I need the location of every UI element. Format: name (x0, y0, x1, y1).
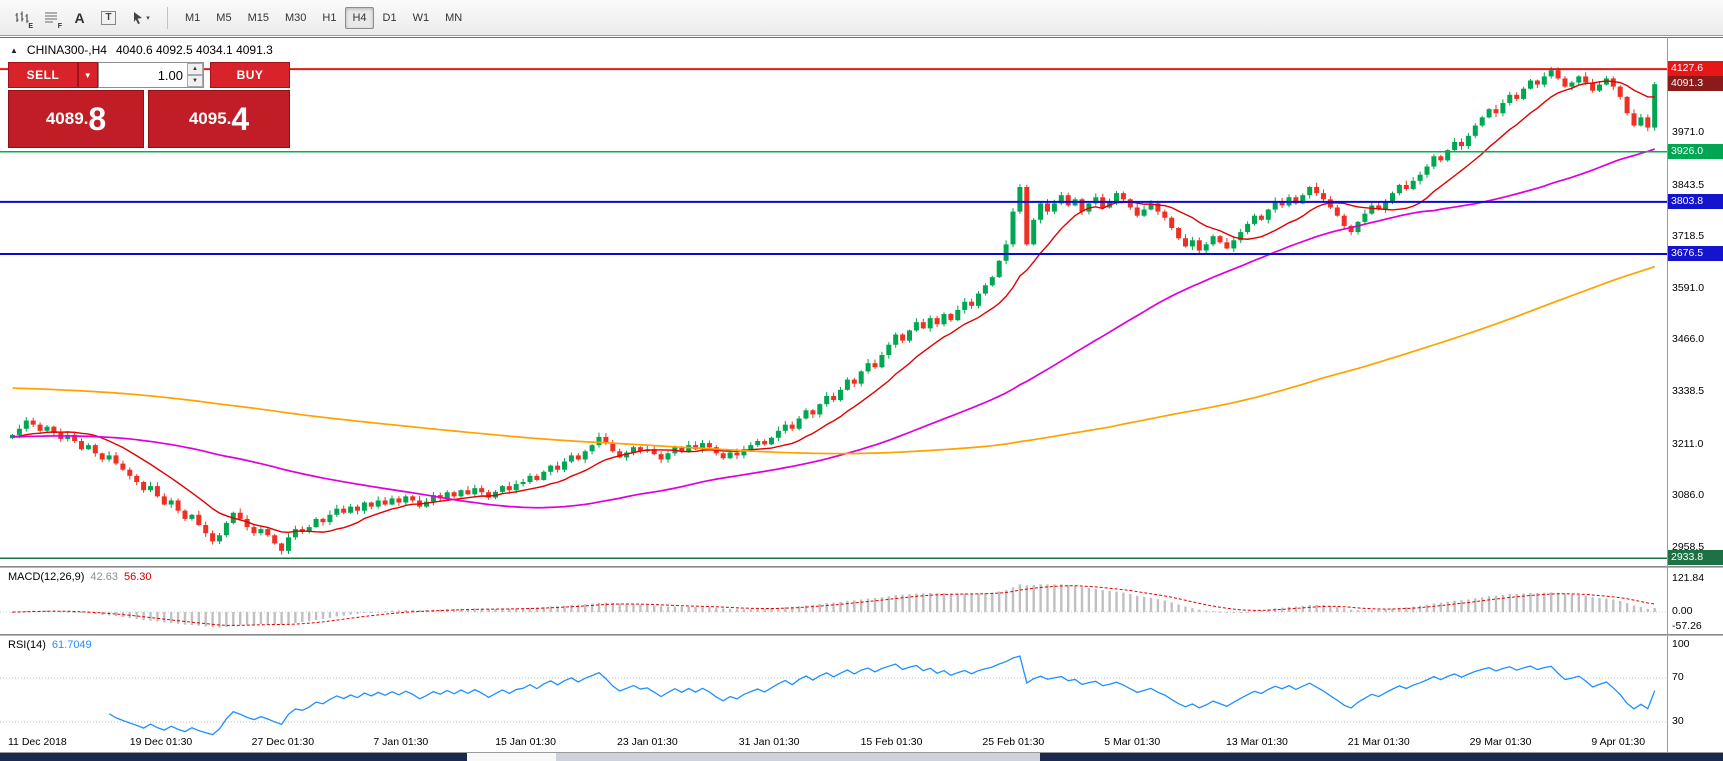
cursor-tool-button[interactable]: ▾ (124, 5, 158, 31)
grid-icon (44, 11, 57, 23)
macd-tick-label: -57.26 (1672, 620, 1702, 633)
date-axis-border (0, 752, 1723, 753)
background-window-fragment (0, 753, 467, 761)
volume-field: ▲ ▼ (98, 62, 204, 88)
date-label: 9 Apr 01:30 (1591, 736, 1646, 748)
date-label: 21 Mar 01:30 (1347, 736, 1410, 748)
background-window-fragment (467, 753, 556, 761)
price-badge: 3926.0 (1668, 143, 1723, 159)
buy-button[interactable]: BUY (210, 62, 290, 88)
ask-price-big-digit: 4 (231, 101, 250, 137)
background-window-fragment (1040, 753, 1723, 761)
macd-tick-label: 0.00 (1672, 605, 1693, 617)
price-tick-label: 3086.0 (1672, 488, 1705, 501)
date-label: 29 Mar 01:30 (1469, 736, 1532, 748)
timeframe-button-h4[interactable]: H4 (345, 6, 374, 29)
timeframe-button-m1[interactable]: M1 (178, 7, 207, 29)
price-badge: 2933.8 (1668, 550, 1723, 566)
price-badge: 4091.3 (1668, 76, 1723, 92)
timeframe-button-m15[interactable]: M15 (241, 7, 276, 29)
rsi-name: RSI(14) (8, 639, 46, 651)
date-label: 15 Jan 01:30 (495, 736, 556, 748)
chart-symbol-label: CHINA300-,H4 (26, 43, 107, 57)
icon-letter-f: F (57, 22, 62, 30)
sell-price-display[interactable]: 4089. 8 (8, 90, 145, 148)
trade-prices-row: 4089. 8 4095. 4 (8, 90, 290, 148)
macd-name: MACD(12,26,9) (8, 571, 85, 583)
date-label: 31 Jan 01:30 (738, 736, 800, 748)
price-tick-label: 3843.5 (1672, 178, 1705, 191)
macd-signal-value: 56.30 (123, 571, 152, 583)
date-label: 19 Dec 01:30 (129, 736, 193, 748)
text-box-icon: T (101, 10, 116, 25)
timeframe-button-h1[interactable]: H1 (315, 7, 343, 29)
rsi-tick-label: 70 (1672, 671, 1684, 683)
volume-spinner: ▲ ▼ (187, 63, 203, 87)
main-toolbar: E F A T ▾ M1 M5 M15 M30 H1 H4 D1 W1 MN (0, 0, 1723, 36)
timeframe-toolbar: M1 M5 M15 M30 H1 H4 D1 W1 MN (177, 6, 470, 29)
macd-main-value: 42.63 (90, 571, 118, 583)
price-badge: 3676.5 (1668, 246, 1723, 261)
price-tick-label: 3971.0 (1672, 126, 1705, 139)
date-label: 27 Dec 01:30 (251, 736, 315, 748)
rsi-tick-label: 30 (1672, 715, 1684, 727)
price-badge: 4127.6 (1668, 61, 1723, 77)
date-label: 11 Dec 2018 (8, 736, 67, 748)
toolbar-separator (167, 6, 168, 29)
date-label: 5 Mar 01:30 (1104, 736, 1161, 748)
chart-title: ▲ CHINA300-,H4 4040.6 4092.5 4034.1 4091… (10, 43, 273, 57)
cursor-icon (134, 11, 143, 24)
timeframe-button-d1[interactable]: D1 (376, 7, 404, 29)
one-click-trading-panel: SELL ▼ ▲ ▼ BUY 4089.8 4095.4 (8, 62, 290, 148)
timeframe-button-w1[interactable]: W1 (406, 7, 437, 29)
grid-tool-button[interactable]: F (37, 5, 64, 31)
macd-indicator-label: MACD(12,26,9) 42.63 56.30 (8, 571, 151, 583)
date-label: 15 Feb 01:30 (860, 736, 923, 748)
macd-panel-splitter[interactable] (0, 566, 1723, 568)
chart-window (0, 37, 1723, 761)
one-click-panel-toggle-icon[interactable]: ▲ (10, 45, 18, 55)
volume-down-button[interactable]: ▼ (187, 75, 203, 87)
sell-button[interactable]: SELL (8, 62, 78, 88)
chart-ohlc-values: 4040.6 4092.5 4034.1 4091.3 (115, 43, 273, 57)
price-badge: 3803.8 (1668, 193, 1723, 209)
ask-price-main: 4095. (188, 109, 232, 128)
rsi-indicator-label: RSI(14) 61.7049 (8, 639, 92, 651)
price-tick-label: 3338.5 (1672, 385, 1705, 398)
letter-a-icon: A (74, 9, 85, 26)
volume-up-button[interactable]: ▲ (187, 63, 203, 75)
price-tick-label: 3211.0 (1672, 437, 1704, 450)
price-tick-label: 2958.5 (1672, 541, 1705, 554)
price-tick-label: 3718.5 (1672, 229, 1705, 242)
text-tool-button[interactable]: T (95, 5, 122, 31)
rsi-value: 61.7049 (51, 639, 92, 651)
background-window-fragment (556, 753, 1040, 761)
axis-border (1667, 37, 1668, 753)
bid-price-big-digit: 8 (88, 101, 107, 137)
chevron-down-icon: ▾ (146, 14, 150, 22)
buy-price-display[interactable]: 4095. 4 (148, 90, 290, 148)
date-label: 13 Mar 01:30 (1226, 736, 1288, 748)
price-tick-label: 3466.0 (1672, 333, 1705, 346)
trade-controls-row: SELL ▼ ▲ ▼ BUY (8, 62, 290, 88)
date-label: 25 Feb 01:30 (982, 736, 1045, 748)
bar-chart-tool-button[interactable]: E (8, 5, 35, 31)
price-tick-label: 3591.0 (1672, 282, 1705, 295)
macd-tick-label: 121.84 (1672, 572, 1705, 585)
timeframe-button-m30[interactable]: M30 (278, 7, 313, 29)
timeframe-button-mn[interactable]: MN (438, 7, 469, 29)
icon-letter-e: E (28, 22, 33, 30)
rsi-tick-label: 100 (1672, 638, 1690, 650)
time-axis[interactable]: 11 Dec 2018 19 Dec 01:30 27 Dec 01:30 7 Jan… (0, 734, 1667, 752)
label-tool-button[interactable]: A (66, 5, 93, 31)
volume-dropdown-button[interactable]: ▼ (78, 62, 98, 88)
date-label: 7 Jan 01:30 (373, 736, 429, 748)
bar-chart-icon (15, 11, 28, 23)
bid-price-main: 4089. (45, 109, 89, 128)
date-label: 23 Jan 01:30 (617, 736, 678, 748)
timeframe-button-m5[interactable]: M5 (209, 7, 238, 29)
rsi-panel-splitter[interactable] (0, 634, 1723, 636)
